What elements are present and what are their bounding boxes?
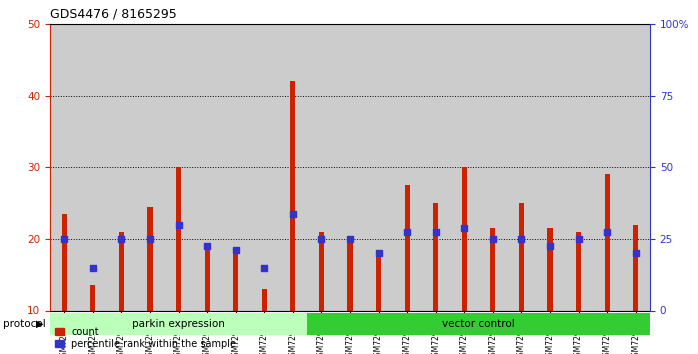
Point (344, 236, 355, 242)
Bar (450, 24, 479, 310)
Bar (107, 24, 135, 310)
Point (602, 229, 613, 235)
Bar (405, 185, 410, 310)
Bar (633, 224, 638, 310)
Bar (576, 232, 581, 310)
Bar (279, 24, 307, 310)
Point (202, 243, 213, 249)
Bar (535, 24, 564, 310)
Legend: count, percentile rank within the sample: count, percentile rank within the sample (55, 327, 237, 349)
Point (259, 265, 270, 270)
Bar (61, 214, 67, 310)
Point (401, 229, 413, 235)
Point (516, 236, 527, 242)
Bar (290, 81, 295, 310)
Bar (221, 24, 250, 310)
Bar (376, 253, 381, 310)
Bar (262, 289, 267, 310)
Point (116, 236, 127, 242)
Bar (135, 24, 164, 310)
Bar (507, 24, 535, 310)
Point (487, 236, 498, 242)
Bar (319, 232, 324, 310)
Point (315, 236, 327, 242)
Text: GDS4476 / 8165295: GDS4476 / 8165295 (50, 7, 177, 21)
Bar (364, 24, 393, 310)
Bar (307, 313, 650, 335)
Bar (307, 24, 336, 310)
Bar (193, 24, 221, 310)
Bar (233, 253, 238, 310)
Bar (621, 24, 650, 310)
Bar (50, 313, 307, 335)
Point (630, 250, 641, 256)
Bar (348, 242, 352, 310)
Bar (490, 228, 496, 310)
Point (544, 243, 556, 249)
Point (430, 229, 441, 235)
Bar (422, 24, 450, 310)
Bar (336, 24, 364, 310)
Bar (461, 167, 467, 310)
Point (59, 236, 70, 242)
Bar (433, 203, 438, 310)
Point (87, 265, 98, 270)
Point (173, 222, 184, 227)
Text: ▶: ▶ (36, 319, 43, 329)
Text: vector control: vector control (443, 319, 515, 329)
Bar (50, 24, 79, 310)
Text: parkin expression: parkin expression (132, 319, 225, 329)
Bar (393, 24, 422, 310)
Bar (593, 24, 621, 310)
Text: protocol: protocol (3, 319, 46, 329)
Point (230, 247, 242, 252)
Bar (479, 24, 507, 310)
Bar (547, 228, 553, 310)
Point (288, 211, 299, 217)
Bar (164, 24, 193, 310)
Bar (250, 24, 279, 310)
Bar (90, 285, 96, 310)
Bar (205, 246, 209, 310)
Bar (147, 207, 153, 310)
Point (459, 225, 470, 231)
Bar (519, 203, 524, 310)
Bar (564, 24, 593, 310)
Bar (119, 232, 124, 310)
Bar (79, 24, 107, 310)
Point (144, 236, 156, 242)
Bar (176, 167, 181, 310)
Point (373, 250, 384, 256)
Bar (604, 175, 610, 310)
Point (573, 236, 584, 242)
